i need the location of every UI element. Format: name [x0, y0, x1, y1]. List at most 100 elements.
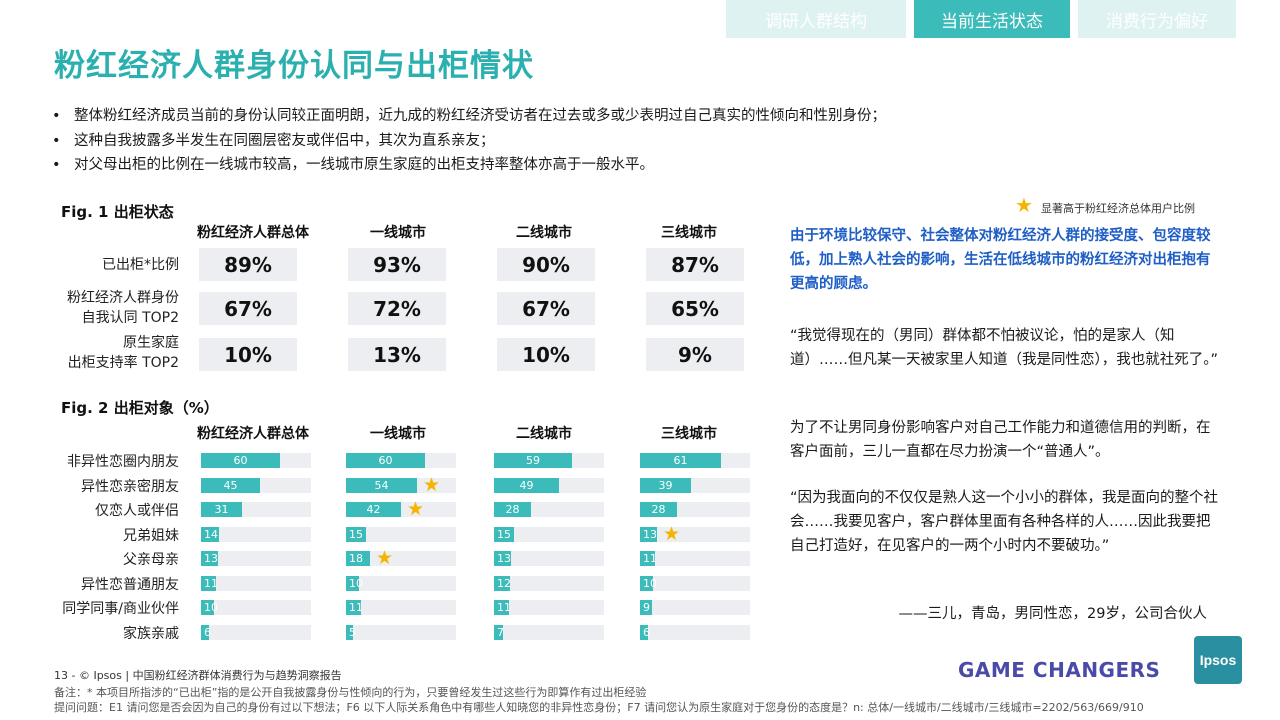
fig1-value: 67%	[199, 292, 297, 325]
fig2-bar-track: 14	[201, 526, 311, 542]
fig2-bar-value: 10	[204, 601, 218, 614]
fig2-bar-value: 60	[378, 454, 393, 467]
quote-text: “因为我面向的不仅仅是熟人这一个小小的群体，我是面向的整个社会……我要见客户，客…	[790, 490, 1219, 554]
fig2-bar-track: 12	[494, 575, 604, 591]
fig2-bar: 31	[201, 502, 242, 517]
fig2-bar-track: 11	[346, 600, 456, 615]
fig2-bar: 59	[494, 453, 572, 468]
tab-consumer-preference[interactable]: 消费行为偏好	[1078, 0, 1236, 38]
star-icon: ★	[1015, 193, 1033, 217]
fig2-row-label: 家族亲戚	[123, 625, 179, 642]
fig2-bar-track: 13	[640, 526, 750, 542]
fig2-bar: 28	[494, 502, 531, 517]
tab-label: 当前生活状态	[941, 11, 1043, 32]
fig1-col-head: 二线城市	[516, 225, 572, 241]
fig2-bar: 11	[346, 600, 363, 615]
fig1-col-head: 一线城市	[370, 225, 426, 241]
fig2-bar: 13	[640, 526, 657, 542]
highlight-text: 由于环境比较保守、社会整体对粉红经济人群的接受度、包容度较低，加上熟人社会的影响…	[790, 228, 1211, 292]
fig1-row-label-line: 自我认同 TOP2	[81, 310, 179, 326]
fig2-bar-value: 10	[643, 576, 657, 590]
fig2-bar-track: 39	[640, 477, 750, 493]
fig2-row-label: 仅恋人或伴侣	[95, 503, 179, 519]
fig2-bar-track: 31	[201, 502, 311, 517]
fig2-bar: 18	[346, 551, 370, 566]
fig2-bar-value: 60	[233, 454, 248, 467]
fig2-bar: 12	[494, 575, 511, 591]
fig2-bar-track: 59	[494, 453, 604, 468]
quote-attribution: ——三儿，青岛，男同性恋，29岁，公司合伙人	[898, 606, 1207, 622]
tab-label: 消费行为偏好	[1106, 11, 1208, 32]
fig1-value: 13%	[348, 338, 446, 371]
fig2-col-head: 二线城市	[516, 426, 572, 442]
fig1-value: 10%	[497, 338, 595, 371]
fig2-bar-value: 13	[643, 527, 657, 541]
fig2-bar: 49	[494, 477, 559, 493]
fig2-bar: 54	[346, 477, 417, 493]
fig2-bar: 5	[346, 624, 356, 640]
fig2-bar-value: 6	[643, 625, 650, 639]
fig2-bar-track: 11	[640, 551, 750, 566]
fig1-value: 65%	[646, 292, 744, 325]
tab-survey-structure[interactable]: 调研人群结构	[726, 0, 906, 38]
fig2-row-label: 父亲母亲	[123, 552, 179, 568]
tab-current-life-status[interactable]: 当前生活状态	[914, 0, 1070, 38]
fig2-bar-value: 45	[223, 478, 238, 492]
fig1-row-label-line: 粉红经济人群身份	[67, 290, 179, 306]
fig2-bar-track: 42	[346, 502, 456, 517]
fig2-bar: 15	[346, 526, 366, 542]
fig2-bar-track: 11	[201, 575, 311, 591]
fig2-row-label: 同学同事/商业伙伴	[62, 601, 179, 617]
fig2-bar: 60	[346, 453, 425, 468]
brand-game-changers: GAME CHANGERS	[958, 658, 1161, 682]
fig2-bar-value: 12	[497, 576, 511, 590]
star-legend-text: 显著高于粉红经济总体用户比例	[1041, 202, 1195, 215]
fig2-bar-value: 7	[497, 625, 504, 639]
fig1-row-label: 粉红经济人群身份 自我认同 TOP2	[9, 288, 179, 328]
fig2-bar-value: 54	[374, 478, 389, 492]
fig2-bar: 60	[201, 453, 280, 468]
fig2-row-label: 异性恋普通朋友	[81, 576, 179, 593]
fig2-bar-value: 49	[519, 478, 534, 492]
footer-page-info: 13 - © Ipsos | 中国粉红经济群体消费行为与趋势洞察报告	[54, 669, 342, 682]
fig2-bar-value: 28	[651, 503, 666, 516]
fig2-bar: 10	[640, 575, 657, 591]
fig2-row-label: 非异性恋圈内朋友	[67, 454, 179, 470]
fig2-bar-track: 6	[640, 624, 750, 640]
fig2-bar-track: 9	[640, 600, 750, 615]
fig2-bar-track: 6	[201, 624, 311, 640]
fig2-bar-value: 18	[349, 552, 363, 565]
footer-questions: 提问问题：E1 请问您是否会因为自己的身份有过以下想法；F6 以下人际关系角色中…	[54, 701, 1144, 714]
fig2-bar-track: 13	[201, 551, 311, 566]
fig2-bar-track: 49	[494, 477, 604, 493]
fig2-bar-track: 10	[346, 575, 456, 591]
fig2-bar-track: 15	[346, 526, 456, 542]
fig2-bar-value: 15	[497, 527, 511, 541]
fig1-value: 89%	[199, 248, 297, 281]
fig2-bar-value: 11	[643, 552, 657, 565]
fig2-col-head: 粉红经济人群总体	[197, 426, 309, 442]
bullet-item: 对父母出柜的比例在一线城市较高，一线城市原生家庭的出柜支持率整体亦高于一般水平。	[52, 153, 886, 178]
fig1-row-label: 已出柜*比例	[102, 257, 179, 273]
fig1-row-label-line: 出柜支持率 TOP2	[67, 355, 179, 371]
fig2-bar-value: 11	[349, 601, 363, 614]
fig2-bar-track: 7	[494, 624, 604, 640]
fig2-bar-track: 61	[640, 453, 750, 468]
fig1-row-label: 原生家庭 出柜支持率 TOP2	[9, 333, 179, 373]
fig2-bar-track: 13	[494, 551, 604, 566]
star-icon: ★	[376, 547, 394, 569]
fig1-row-label-line: 原生家庭	[123, 335, 179, 351]
fig2-bar-value: 6	[204, 625, 211, 639]
fig1-value: 90%	[497, 248, 595, 281]
ipsos-logo: Ipsos	[1194, 636, 1242, 684]
fig2-bar: 15	[494, 526, 514, 542]
fig2-bar: 11	[494, 600, 511, 615]
fig1-col-head: 粉红经济人群总体	[197, 225, 309, 241]
fig2-bar: 61	[640, 453, 721, 468]
fig2-bar-value: 13	[204, 552, 218, 565]
star-icon: ★	[407, 498, 425, 520]
quote-text: “我觉得现在的（男同）群体都不怕被议论，怕的是家人（知道）……但凡某一天被家里人…	[790, 328, 1219, 368]
fig2-bar: 13	[494, 551, 511, 566]
bullet-item: 整体粉红经济成员当前的身份认同较正面明朗，近九成的粉红经济受访者在过去或多或少表…	[52, 104, 886, 129]
fig2-bar-value: 9	[643, 601, 650, 614]
